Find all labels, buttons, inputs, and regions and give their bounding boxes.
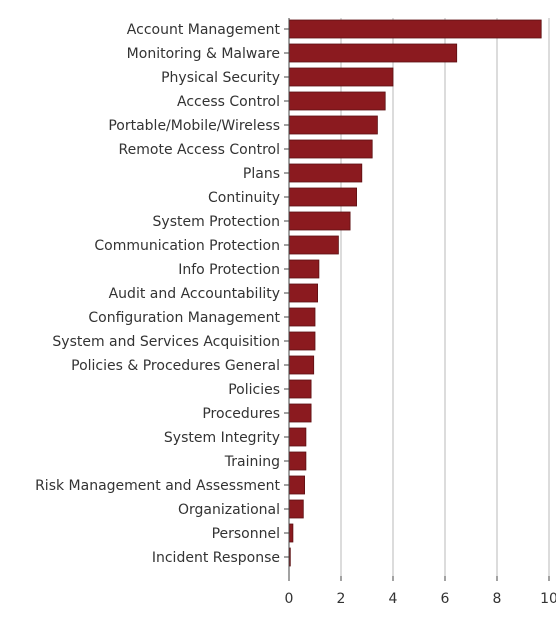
category-label: System and Services Acquisition <box>52 334 280 350</box>
x-tick-label: 0 <box>285 591 294 607</box>
bar <box>288 19 542 39</box>
bar <box>288 355 315 375</box>
category-label: Personnel <box>212 526 280 542</box>
category-label: System Protection <box>153 214 280 230</box>
category-label: Risk Management and Assessment <box>35 478 280 494</box>
bar <box>288 211 351 231</box>
category-label: Plans <box>243 166 280 182</box>
x-tick-label: 4 <box>389 591 398 607</box>
x-tick-label: 6 <box>441 591 450 607</box>
category-label: Physical Security <box>161 70 280 86</box>
category-label: Portable/Mobile/Wireless <box>108 118 280 134</box>
category-label: Monitoring & Malware <box>127 46 280 62</box>
category-label: Info Protection <box>178 262 280 278</box>
axes-layer <box>284 18 550 581</box>
bar <box>288 259 320 279</box>
x-tick-label: 8 <box>493 591 502 607</box>
bar <box>288 187 357 207</box>
category-label: Access Control <box>177 94 280 110</box>
bar <box>288 43 458 63</box>
category-label: Policies <box>228 382 280 398</box>
category-label: Remote Access Control <box>119 142 280 158</box>
category-label: Configuration Management <box>88 310 280 326</box>
bar <box>288 139 373 159</box>
labels-layer: Account Management Monitoring & Malware Ph… <box>35 22 556 607</box>
bar <box>288 115 378 135</box>
category-label: Account Management <box>127 22 281 38</box>
bar <box>288 427 307 447</box>
category-label: Training <box>224 454 280 470</box>
category-label: Organizational <box>178 502 280 518</box>
category-label: Policies & Procedures General <box>71 358 280 374</box>
category-label: Continuity <box>208 190 280 206</box>
category-label: Procedures <box>202 406 280 422</box>
category-label: Communication Protection <box>94 238 280 254</box>
category-label: Incident Response <box>152 550 280 566</box>
bar <box>288 91 386 111</box>
bar <box>288 475 306 495</box>
bar <box>288 331 316 351</box>
category-label: System Integrity <box>164 430 280 446</box>
bars-layer <box>288 19 542 567</box>
bar <box>288 523 294 543</box>
bar <box>288 67 394 87</box>
bar <box>288 235 339 255</box>
category-label: Audit and Accountability <box>109 286 280 302</box>
bar <box>288 307 316 327</box>
grid-layer <box>340 18 550 576</box>
bar <box>288 499 304 519</box>
bar <box>288 283 319 303</box>
bar <box>288 379 312 399</box>
bar <box>288 451 307 471</box>
x-tick-label: 2 <box>337 591 346 607</box>
bar <box>288 163 363 183</box>
bar <box>288 403 312 423</box>
x-tick-label: 10 <box>540 591 556 607</box>
